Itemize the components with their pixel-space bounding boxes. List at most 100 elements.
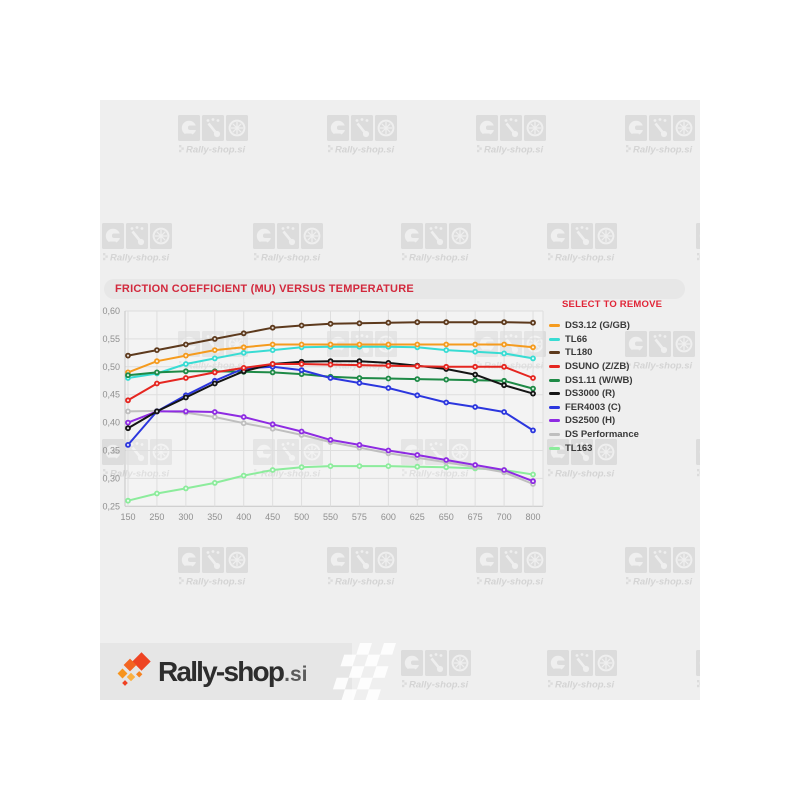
svg-text:300: 300 [178,512,193,522]
gauge-icon [130,226,145,246]
svg-text:Rally-shop.si: Rally-shop.si [633,145,692,156]
svg-text:Rally-shop.si: Rally-shop.si [335,577,394,588]
wheel-icon [228,119,246,137]
checker-star-icon [697,253,700,261]
legend-label: TL66 [565,333,588,345]
svg-text:400: 400 [236,512,251,522]
svg-text:450: 450 [265,512,280,522]
rally-shop-watermark: Rally-shop.si [253,439,323,480]
gauge-icon [575,442,590,462]
footer-banner-strip: Rally-shop .si [100,643,352,700]
wheel-icon [526,551,544,569]
svg-text:0,30: 0,30 [102,473,120,483]
rally-shop-watermark: Rally-shop.si [327,115,397,156]
legend-item-ds1-11-w-wb[interactable]: DS1.11 (W/WB) [549,373,699,387]
wheel-icon [451,227,469,245]
wheel-icon [377,119,395,137]
rally-shop-watermark: Rally-shop.si [476,547,546,588]
legend-swatch-tl163 [549,446,560,450]
gauge-icon [130,442,145,462]
helmet-icon [628,120,645,136]
svg-text:150: 150 [120,512,135,522]
svg-text:600: 600 [381,512,396,522]
gauge-icon [429,653,444,673]
legend-item-ds3000-r[interactable]: DS3000 (R) [549,387,699,401]
svg-text:Rally-shop.si: Rally-shop.si [261,469,320,480]
legend: SELECT TO REMOVE DS3.12 (G/GB) TL66 TL180 D… [549,299,699,455]
legend-swatch-ds3000-r [549,392,560,396]
svg-text:Rally-shop.si: Rally-shop.si [335,145,394,156]
legend-item-fer4003-c[interactable]: FER4003 (C) [549,401,699,415]
legend-item-tl66[interactable]: TL66 [549,333,699,347]
gauge-icon [355,550,370,570]
rally-shop-watermark: Rally-shop.si [253,223,323,264]
checker-star-icon [328,577,333,585]
helmet-icon [181,552,198,568]
wheel-icon [675,551,693,569]
helmet-icon [404,228,421,244]
wheel-icon [597,227,615,245]
legend-swatch-ds2500-h [549,419,560,423]
svg-text:0,55: 0,55 [102,334,120,344]
helmet-icon [330,120,347,136]
rally-shop-watermark: Rally-shop.si [625,115,695,156]
rally-shop-watermark: Rally-shop.si [547,439,617,480]
helmet-icon [479,120,496,136]
rally-shop-watermark: Rally-shop.si [102,223,172,264]
gauge-icon [281,226,296,246]
wheel-icon [303,227,321,245]
svg-text:550: 550 [323,512,338,522]
svg-text:Rally-shop.si: Rally-shop.si [555,680,614,691]
svg-text:Rally-shop.si: Rally-shop.si [633,577,692,588]
checker-star-icon [402,469,407,477]
checker-star-icon [548,253,553,261]
checker-star-icon [548,469,553,477]
wheel-icon [675,119,693,137]
svg-text:Rally-shop.si: Rally-shop.si [409,469,468,480]
legend-item-tl163[interactable]: TL163 [549,441,699,455]
series-tl180 [125,319,536,359]
legend-item-dsuno-z-zb[interactable]: DSUNO (Z/ZB) [549,360,699,374]
rally-shop-watermark: Rally-shop.si [178,115,248,156]
legend-items: DS3.12 (G/GB) TL66 TL180 DSUNO (Z/ZB) DS1.11… [549,319,699,455]
helmet-icon [550,228,567,244]
helmet-icon [628,336,645,352]
rally-shop-watermark: Rally-shop.si [547,223,617,264]
checker-star-icon [328,145,333,153]
helmet-icon [181,120,198,136]
gauge-icon [504,550,519,570]
svg-text:0,45: 0,45 [102,390,120,400]
checker-star-icon [402,253,407,261]
pixel-star-icon [117,652,151,686]
wheel-icon [451,654,469,672]
rally-shop-watermark: Rally-shop.si [625,331,695,372]
svg-text:Rally-shop.si: Rally-shop.si [110,469,169,480]
wheel-icon [597,654,615,672]
footer-banner: Rally-shop .si [100,643,700,700]
rally-shop-watermark: Rally-shop.si [476,115,546,156]
chart-title: FRICTION COEFFICIENT (MU) VERSUS TEMPERA… [115,283,414,295]
legend-label: TL180 [565,347,593,359]
helmet-icon [105,444,122,460]
svg-text:Rally-shop.si: Rally-shop.si [110,253,169,264]
legend-item-tl180[interactable]: TL180 [549,346,699,360]
legend-item-ds3-12-g-gb[interactable]: DS3.12 (G/GB) [549,319,699,333]
svg-text:650: 650 [439,512,454,522]
helmet-icon [256,228,273,244]
wheel-icon [451,443,469,461]
svg-text:0,50: 0,50 [102,362,120,372]
svg-text:Rally-shop.si: Rally-shop.si [633,361,692,372]
wheel-icon [303,443,321,461]
rally-shop-watermark: Rally-shop.si [547,650,617,691]
legend-item-ds-performance[interactable]: DS Performance [549,428,699,442]
helmet-icon [628,552,645,568]
wheel-icon [526,119,544,137]
svg-text:350: 350 [207,512,222,522]
svg-text:Rally-shop.si: Rally-shop.si [409,253,468,264]
svg-text:Rally-shop.si: Rally-shop.si [484,577,543,588]
svg-text:0,40: 0,40 [102,418,120,428]
svg-text:Rally-shop.si: Rally-shop.si [186,145,245,156]
svg-text:500: 500 [294,512,309,522]
wheel-icon [228,551,246,569]
legend-item-ds2500-h[interactable]: DS2500 (H) [549,414,699,428]
